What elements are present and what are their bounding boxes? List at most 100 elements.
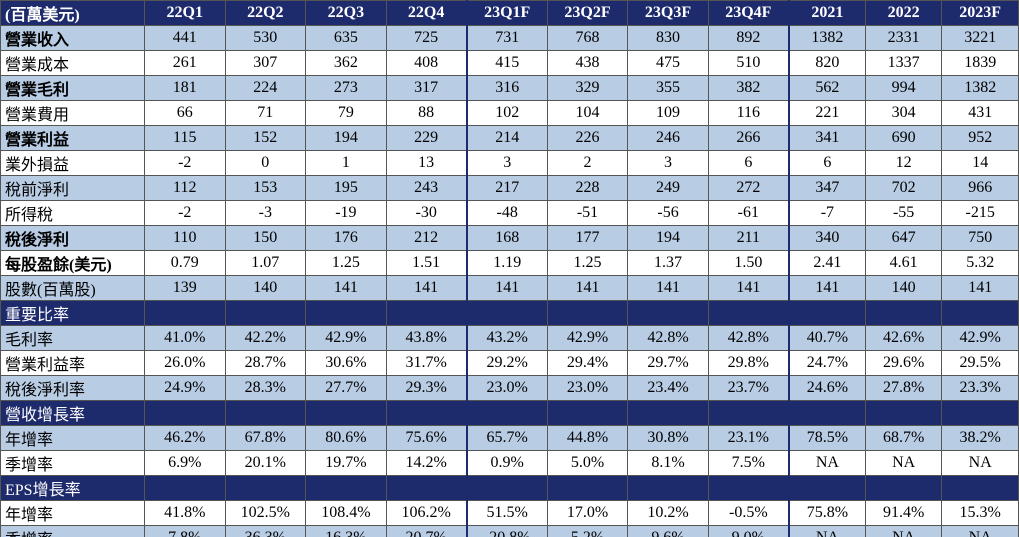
value-cell: 9.0%	[707, 525, 790, 537]
value-cell: 725	[385, 25, 468, 51]
value-cell: 362	[305, 50, 387, 76]
value-cell: 116	[707, 100, 790, 126]
row-label: 營業收入	[0, 25, 145, 51]
value-cell: 108.4%	[305, 500, 387, 526]
value-cell: 41.8%	[143, 500, 226, 526]
value-cell: 46.2%	[143, 425, 226, 451]
value-cell: 24.7%	[787, 350, 866, 376]
value-cell: 966	[941, 175, 1019, 201]
value-cell: 261	[143, 50, 226, 76]
value-cell: 141	[707, 275, 790, 301]
value-cell: 731	[465, 25, 548, 51]
value-cell: 91.4%	[864, 500, 943, 526]
value-cell: 195	[305, 175, 387, 201]
column-header: 23Q3F	[627, 0, 709, 26]
section-cell	[385, 300, 468, 326]
value-cell: 141	[385, 275, 468, 301]
value-cell: 42.9%	[941, 325, 1019, 351]
section-cell	[385, 475, 468, 501]
value-cell: 115	[143, 125, 226, 151]
value-cell: -20.8%	[465, 525, 548, 537]
value-cell: 30.6%	[305, 350, 387, 376]
value-cell: -30	[385, 200, 468, 226]
value-cell: 29.4%	[546, 350, 629, 376]
value-cell: 152	[224, 125, 307, 151]
value-cell: 355	[627, 75, 709, 101]
value-cell: 42.2%	[224, 325, 307, 351]
value-cell: 112	[143, 175, 226, 201]
value-cell: 228	[546, 175, 629, 201]
value-cell: 273	[305, 75, 387, 101]
value-cell: NA	[787, 450, 866, 476]
value-cell: 29.2%	[465, 350, 548, 376]
value-cell: 307	[224, 50, 307, 76]
section-cell	[546, 400, 629, 426]
value-cell: 438	[546, 50, 629, 76]
value-cell: 635	[305, 25, 387, 51]
value-cell: 1839	[941, 50, 1019, 76]
value-cell: 7.5%	[707, 450, 790, 476]
value-cell: 141	[627, 275, 709, 301]
value-cell: 9.6%	[627, 525, 709, 537]
value-cell: 994	[864, 75, 943, 101]
value-cell: 1382	[941, 75, 1019, 101]
value-cell: 6.9%	[143, 450, 226, 476]
column-header: 2021	[787, 0, 866, 26]
column-header: 22Q3	[305, 0, 387, 26]
section-cell	[787, 400, 866, 426]
value-cell: 3	[627, 150, 709, 176]
row-label: 年增率	[0, 425, 145, 451]
value-cell: -7	[787, 200, 866, 226]
section-cell	[787, 300, 866, 326]
section-cell	[627, 400, 709, 426]
value-cell: 24.9%	[143, 375, 226, 401]
value-cell: 141	[305, 275, 387, 301]
section-cell	[707, 475, 790, 501]
value-cell: 7.8%	[143, 525, 226, 537]
table-row: 年增率 41.8% 102.5% 108.4% 106.2% 51.5% 17.0% 10.2…	[0, 500, 1019, 526]
table-row: 營業費用 66 71 79 88 102 104 109 116 221 304 431	[0, 100, 1019, 126]
value-cell: 24.6%	[787, 375, 866, 401]
value-cell: 1.07	[224, 250, 307, 276]
value-cell: 27.8%	[864, 375, 943, 401]
value-cell: 42.8%	[707, 325, 790, 351]
value-cell: 329	[546, 75, 629, 101]
section-cell	[465, 300, 548, 326]
value-cell: 79	[305, 100, 387, 126]
table-row: 稅前淨利 112 153 195 243 217 228 249 272 347 702 966	[0, 175, 1019, 201]
value-cell: 0	[224, 150, 307, 176]
value-cell: 431	[941, 100, 1019, 126]
section-cell	[143, 475, 226, 501]
value-cell: 830	[627, 25, 709, 51]
value-cell: 36.3%	[224, 525, 307, 537]
section-cell	[305, 300, 387, 326]
value-cell: 29.3%	[385, 375, 468, 401]
value-cell: 2331	[864, 25, 943, 51]
value-cell: 71	[224, 100, 307, 126]
column-header: 2023F	[941, 0, 1019, 26]
value-cell: 272	[707, 175, 790, 201]
section-cell	[627, 300, 709, 326]
row-label: 季增率	[0, 450, 145, 476]
value-cell: 647	[864, 225, 943, 251]
table-row: 每股盈餘(美元) 0.79 1.07 1.25 1.51 1.19 1.25 1.37 1.50…	[0, 250, 1019, 276]
value-cell: 150	[224, 225, 307, 251]
unit-header: (百萬美元)	[0, 0, 145, 26]
value-cell: 104	[546, 100, 629, 126]
value-cell: 194	[305, 125, 387, 151]
column-header: 23Q4F	[707, 0, 790, 26]
section-cell	[864, 475, 943, 501]
value-cell: 29.6%	[864, 350, 943, 376]
value-cell: 212	[385, 225, 468, 251]
value-cell: 249	[627, 175, 709, 201]
value-cell: 2	[546, 150, 629, 176]
table-row: 營業毛利 181 224 273 317 316 329 355 382 562 994 1382	[0, 75, 1019, 101]
value-cell: 341	[787, 125, 866, 151]
column-header: 22Q4	[385, 0, 468, 26]
column-header: 22Q2	[224, 0, 307, 26]
value-cell: NA	[941, 525, 1019, 537]
value-cell: 340	[787, 225, 866, 251]
value-cell: 65.7%	[465, 425, 548, 451]
section-cell	[864, 300, 943, 326]
value-cell: -48	[465, 200, 548, 226]
